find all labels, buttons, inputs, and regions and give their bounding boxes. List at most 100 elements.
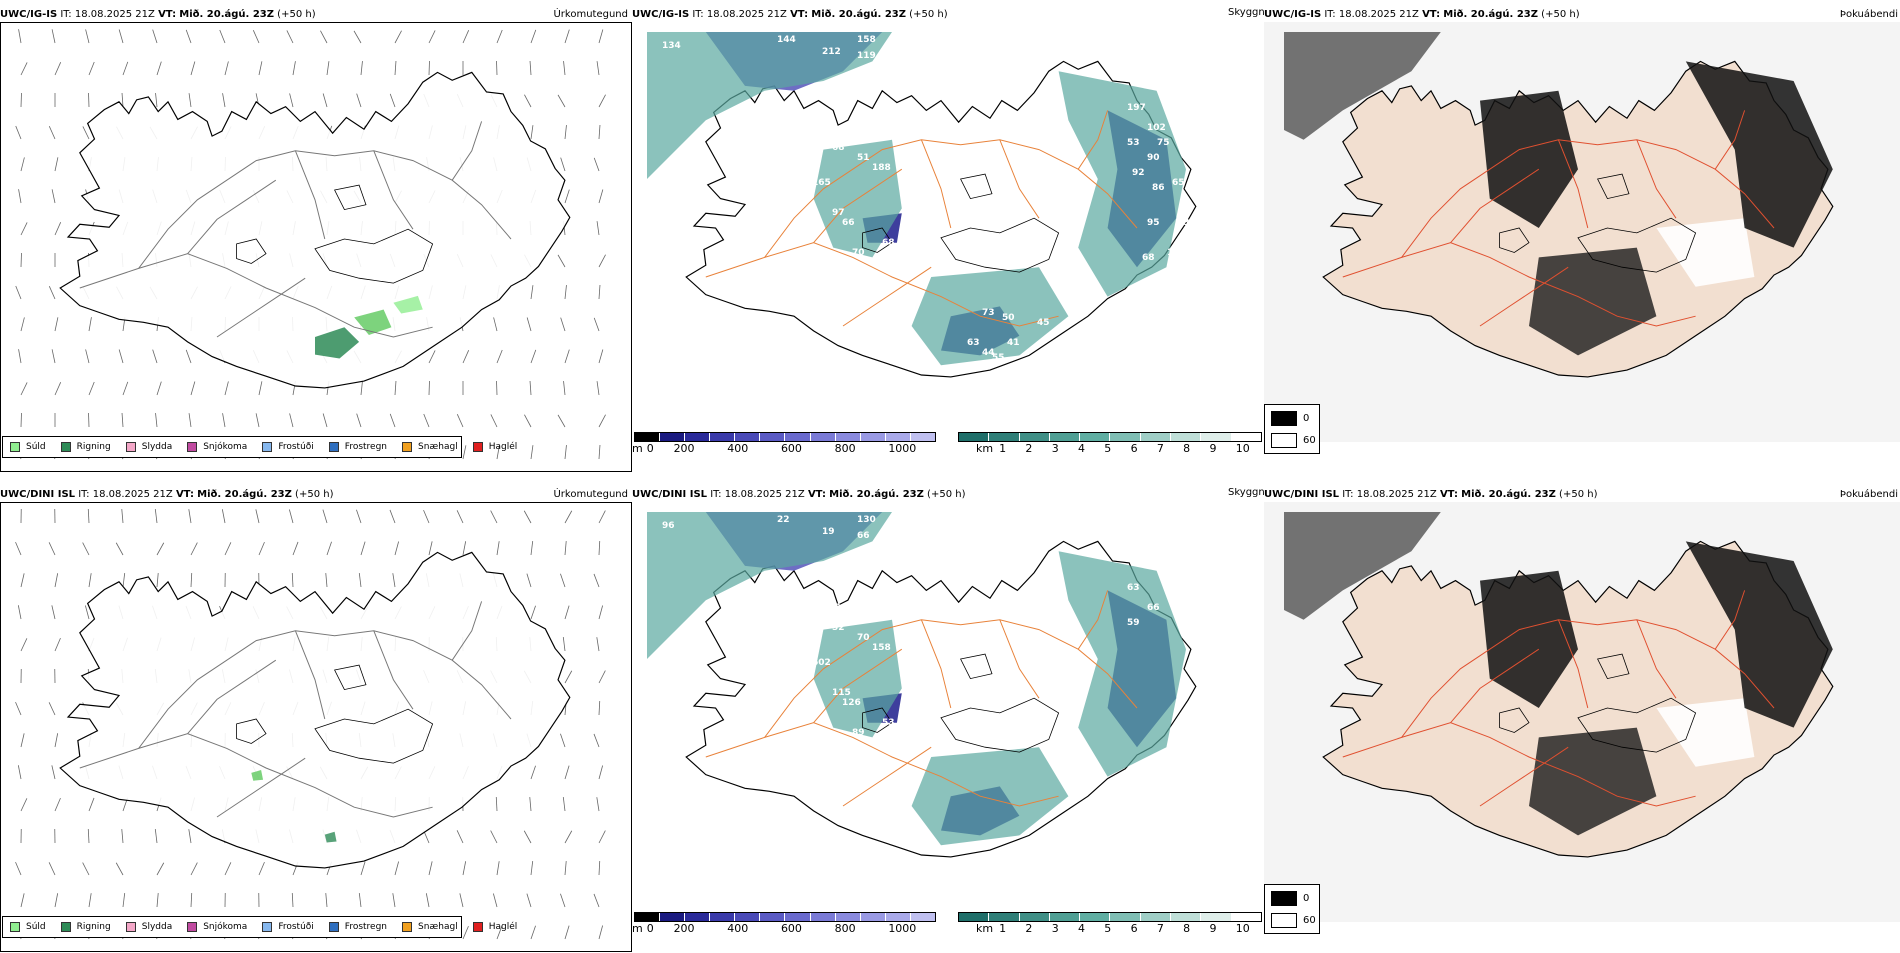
wind-barb	[599, 925, 603, 939]
cloud-base-value: 70	[852, 248, 865, 258]
fog-legend-label: 60	[1303, 915, 1316, 926]
colorbar-tick: 1	[999, 922, 1025, 935]
colorbar-segment	[1232, 913, 1261, 921]
wind-barb	[560, 574, 565, 587]
wind-barb	[496, 797, 497, 811]
wind-barb	[429, 350, 435, 363]
wind-barb	[83, 126, 89, 139]
wind-barb	[157, 382, 161, 395]
cloud-base-value: 197	[1127, 103, 1146, 113]
colorbar-tick: 600	[781, 922, 835, 935]
legend-swatch	[402, 922, 412, 932]
fog-index-panel: UWC/IG-IS IT: 18.08.2025 21Z VT: Mið. 20…	[1264, 8, 1900, 473]
precip-legend-item: Slydda	[126, 442, 172, 452]
precip-map	[1, 23, 631, 471]
wind-barb	[565, 350, 569, 363]
colorbar-tick: 10	[1236, 922, 1262, 935]
wind-barb	[189, 93, 191, 107]
wind-barb	[52, 605, 55, 619]
fog-legend-label: 0	[1303, 413, 1309, 424]
wind-barb	[290, 413, 293, 427]
vt-label: VT:	[1440, 489, 1458, 500]
wind-barb	[594, 894, 599, 907]
cloud-base-value: 158	[872, 643, 891, 653]
colorbar-segment	[635, 913, 660, 921]
wind-barb	[55, 157, 58, 171]
wind-barb	[186, 30, 191, 43]
model-name: UWC/IG-IS	[0, 9, 57, 20]
colorbar-tick: 4	[1078, 442, 1104, 455]
lead-time: (+50 h)	[277, 9, 315, 20]
it-label: IT:	[60, 9, 71, 20]
colorbar-unit: m	[632, 922, 643, 935]
wind-barb	[395, 31, 402, 43]
it-label: IT:	[1324, 9, 1335, 20]
wind-barb	[599, 30, 603, 43]
wind-barb	[222, 509, 225, 523]
fog-legend-swatch	[1271, 411, 1297, 426]
legend-label: Haglél	[489, 922, 518, 932]
wind-barb	[119, 30, 123, 43]
wind-barb	[491, 414, 497, 427]
wind-barb	[597, 797, 599, 811]
wind-barb	[157, 62, 161, 75]
wind-barb	[354, 31, 361, 43]
wind-barb	[493, 893, 497, 907]
cloud-base-value: 188	[872, 163, 891, 173]
cloud-base-value: 165	[812, 178, 831, 188]
wind-barb	[52, 349, 55, 363]
cloud-base-panel: UWC/DINI ISL IT: 18.08.2025 21Z VT: Mið.…	[632, 488, 1264, 953]
legend-label: Snæhagl	[418, 922, 458, 932]
colorbar-segment	[911, 913, 935, 921]
colorbar-segment	[685, 433, 710, 441]
wind-barb	[220, 30, 225, 43]
cloud-base-value: 144	[777, 35, 796, 45]
wind-barb	[599, 541, 600, 555]
legend-label: Frostregn	[345, 922, 387, 932]
colorbar-segment	[1141, 433, 1171, 441]
wind-barb	[83, 863, 89, 875]
precip-legend-item: Rigning	[61, 442, 111, 452]
wind-barb	[531, 926, 536, 939]
wind-barb	[424, 414, 429, 427]
wind-barb	[55, 382, 61, 395]
wind-barb	[16, 702, 21, 715]
wind-barb	[21, 733, 24, 747]
legend-label: Rigning	[77, 442, 111, 452]
colorbar-tick: 1	[999, 442, 1025, 455]
wind-barb	[530, 61, 531, 75]
wind-barb	[565, 511, 572, 523]
wind-barb	[524, 831, 531, 843]
colorbar-tick: 1000	[888, 922, 942, 935]
colorbar-tick: 0	[647, 442, 674, 455]
wind-barb	[463, 445, 466, 459]
colorbar-segment	[1201, 913, 1231, 921]
colorbar-tick: 1000	[888, 442, 942, 455]
precip-legend-item: Frostregn	[329, 922, 387, 932]
cloud-base-value: 22	[777, 515, 790, 525]
precip-legend-item: Snæhagl	[402, 922, 458, 932]
vt-value: Mið. 20.ágú. 23Z	[1461, 489, 1556, 500]
wind-barb	[356, 510, 361, 523]
wind-barb	[564, 61, 565, 75]
precip-legend-item: Frostúði	[262, 922, 313, 932]
wind-barb	[326, 893, 327, 907]
colorbar-tick: 9	[1209, 442, 1235, 455]
wind-barb	[323, 94, 327, 107]
cloud-base-value: 68	[1142, 253, 1155, 263]
wind-barb	[21, 157, 24, 171]
wind-barb	[565, 926, 569, 939]
colorbar-tick: 6	[1131, 922, 1157, 935]
wind-barb	[357, 94, 361, 107]
cloud-base-value: 119	[857, 51, 876, 61]
wind-barb	[157, 863, 164, 875]
legend-label: Slydda	[142, 922, 172, 932]
colorbar-segment	[861, 433, 886, 441]
wind-barb	[599, 125, 600, 139]
vt-label: VT:	[158, 9, 176, 20]
cloud-base-value: 97	[832, 208, 845, 218]
fog-map	[1264, 22, 1900, 442]
wind-barb	[287, 30, 293, 43]
